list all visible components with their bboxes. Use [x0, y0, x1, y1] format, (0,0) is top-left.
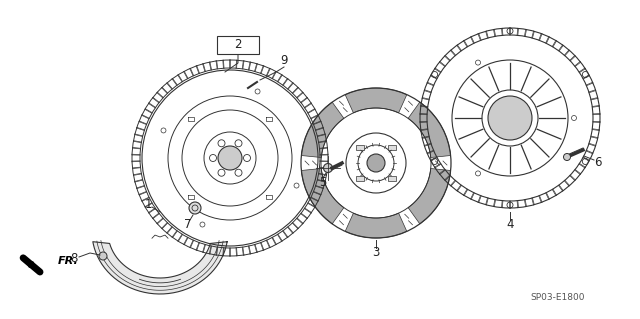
- Bar: [388, 176, 396, 181]
- Polygon shape: [345, 213, 407, 238]
- Text: 2: 2: [234, 39, 242, 51]
- Bar: [356, 145, 364, 150]
- Text: 1: 1: [144, 197, 152, 211]
- Text: 6: 6: [595, 155, 602, 168]
- Text: SP03-E1800: SP03-E1800: [530, 293, 584, 302]
- Circle shape: [488, 96, 532, 140]
- Polygon shape: [345, 88, 407, 113]
- Text: 5: 5: [319, 176, 326, 189]
- Text: 3: 3: [372, 246, 380, 258]
- Circle shape: [189, 202, 201, 214]
- Circle shape: [218, 146, 242, 170]
- Bar: [388, 145, 396, 150]
- Polygon shape: [408, 102, 451, 158]
- Circle shape: [367, 154, 385, 172]
- Text: 4: 4: [506, 218, 514, 231]
- Text: 7: 7: [184, 219, 192, 232]
- Polygon shape: [93, 242, 227, 294]
- Bar: [356, 176, 364, 181]
- Circle shape: [418, 26, 602, 210]
- Text: FR.: FR.: [58, 256, 79, 266]
- Circle shape: [563, 153, 570, 160]
- Circle shape: [130, 58, 330, 258]
- Polygon shape: [408, 168, 451, 224]
- Polygon shape: [301, 102, 344, 158]
- Circle shape: [99, 252, 107, 260]
- Polygon shape: [301, 168, 344, 224]
- Text: 9: 9: [280, 55, 288, 68]
- Text: 8: 8: [70, 251, 77, 264]
- FancyBboxPatch shape: [217, 36, 259, 54]
- Circle shape: [299, 86, 453, 240]
- Circle shape: [323, 164, 333, 173]
